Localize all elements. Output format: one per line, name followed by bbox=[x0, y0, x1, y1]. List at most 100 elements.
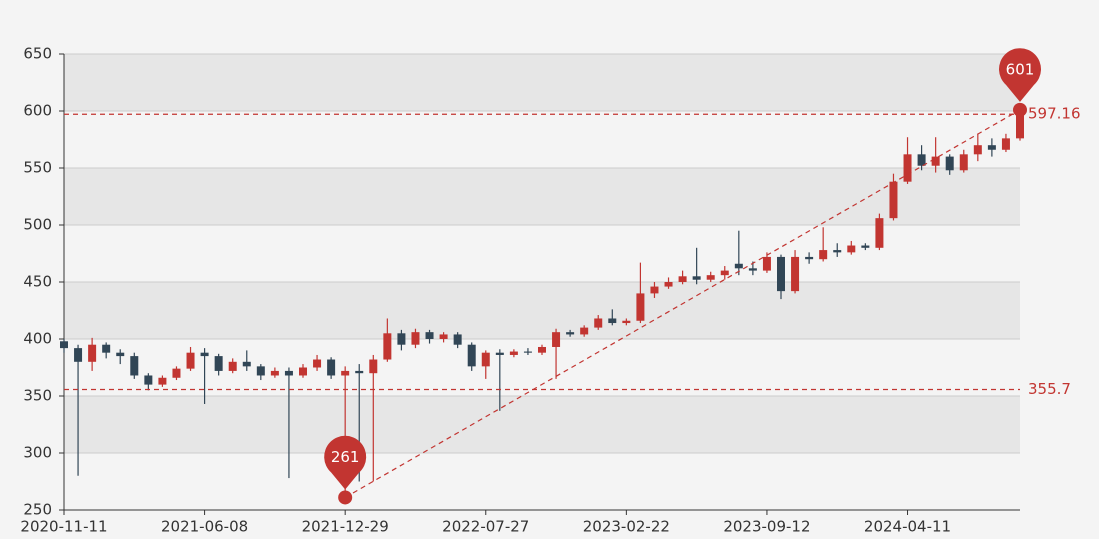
y-tick-label: 250 bbox=[23, 501, 52, 519]
candle-body bbox=[453, 334, 462, 345]
candle-body bbox=[819, 250, 828, 260]
candle-body bbox=[200, 352, 209, 357]
candle-body bbox=[60, 341, 68, 349]
candle-body bbox=[383, 333, 392, 360]
y-tick-label: 350 bbox=[23, 387, 52, 405]
candle-body bbox=[720, 270, 729, 276]
mark-line-label: 597.16 bbox=[1028, 105, 1081, 123]
candle-body bbox=[748, 268, 757, 271]
x-tick-label: 2020-11-11 bbox=[20, 518, 107, 536]
split-area bbox=[64, 111, 1020, 168]
x-tick-label: 2023-09-12 bbox=[723, 518, 810, 536]
candle-body bbox=[270, 370, 279, 376]
y-tick-label: 550 bbox=[23, 159, 52, 177]
candle-body bbox=[777, 256, 785, 292]
mark-point-label: 601 bbox=[1006, 60, 1035, 78]
candle-body bbox=[144, 375, 153, 385]
candle-body bbox=[88, 344, 97, 362]
candle-body bbox=[341, 370, 350, 376]
candle-body bbox=[397, 333, 406, 345]
candle-body bbox=[186, 352, 195, 369]
candle-body bbox=[1016, 114, 1024, 139]
candle-body bbox=[580, 327, 589, 335]
candle-body bbox=[116, 352, 125, 357]
candle-body bbox=[509, 351, 518, 355]
candle-body bbox=[130, 356, 139, 376]
candle-body bbox=[678, 276, 687, 282]
candle-body bbox=[692, 276, 701, 280]
mark-point-pin bbox=[998, 48, 1041, 102]
y-tick-label: 650 bbox=[23, 45, 52, 63]
candle-body bbox=[439, 334, 448, 339]
mark-line-label: 355.7 bbox=[1028, 380, 1071, 398]
y-tick-label: 600 bbox=[23, 102, 52, 120]
candle-body bbox=[931, 156, 940, 166]
candle-body bbox=[861, 245, 870, 248]
split-area bbox=[64, 225, 1020, 282]
candle-body bbox=[425, 332, 434, 339]
x-tick-label: 2021-12-29 bbox=[302, 518, 389, 536]
split-area bbox=[64, 282, 1020, 339]
candle-body bbox=[74, 348, 83, 362]
x-tick-label: 2024-04-11 bbox=[864, 518, 951, 536]
candle-body bbox=[1001, 138, 1010, 150]
candle-body bbox=[706, 275, 715, 280]
split-area bbox=[64, 453, 1020, 510]
mark-point-label: 261 bbox=[331, 448, 360, 466]
split-area bbox=[64, 396, 1020, 453]
candle-body bbox=[608, 318, 617, 324]
candle-body bbox=[242, 361, 251, 367]
candle-body bbox=[172, 368, 181, 378]
candle-body bbox=[313, 359, 322, 368]
candle-body bbox=[495, 352, 504, 355]
split-area bbox=[64, 54, 1020, 111]
candle-body bbox=[481, 352, 490, 367]
candle-body bbox=[594, 318, 603, 328]
candle-body bbox=[256, 366, 265, 376]
mark-point-pin bbox=[324, 435, 367, 490]
candle-body bbox=[875, 218, 884, 248]
candle-body bbox=[355, 370, 364, 374]
candle-body bbox=[566, 332, 575, 335]
candle-body bbox=[650, 286, 659, 294]
mark-point-dot bbox=[1013, 102, 1027, 117]
candle-body bbox=[959, 154, 968, 171]
mark-point-dot bbox=[338, 490, 353, 505]
candle-body bbox=[102, 344, 111, 353]
candle-body bbox=[538, 346, 546, 353]
y-tick-label: 400 bbox=[23, 330, 52, 348]
candle-body bbox=[552, 332, 561, 347]
candle-body bbox=[791, 256, 800, 292]
y-tick-label: 500 bbox=[23, 216, 52, 234]
candle-body bbox=[664, 282, 673, 287]
split-area bbox=[64, 168, 1020, 225]
candle-body bbox=[214, 356, 223, 371]
candle-body bbox=[284, 370, 293, 376]
candle-body bbox=[903, 154, 912, 182]
candle-body bbox=[847, 245, 856, 253]
candle-body bbox=[987, 145, 996, 150]
y-tick-label: 300 bbox=[23, 444, 52, 462]
x-tick-label: 2022-07-27 bbox=[442, 518, 529, 536]
candle-body bbox=[523, 351, 532, 353]
candle-body bbox=[369, 359, 378, 374]
x-tick-label: 2021-06-08 bbox=[161, 518, 248, 536]
candle-body bbox=[889, 181, 898, 219]
candle-body bbox=[805, 256, 814, 260]
candle-body bbox=[945, 156, 954, 171]
x-tick-label: 2023-02-22 bbox=[583, 518, 670, 536]
candle-body bbox=[411, 332, 420, 345]
candle-body bbox=[158, 377, 167, 385]
y-tick-label: 450 bbox=[23, 273, 52, 291]
candle-body bbox=[467, 344, 476, 367]
candle-body bbox=[734, 263, 743, 269]
candle-body bbox=[622, 320, 631, 324]
candle-body bbox=[636, 293, 645, 321]
candle-body bbox=[299, 367, 307, 376]
candle-body bbox=[917, 154, 926, 166]
candle-body bbox=[973, 145, 982, 155]
candle-body bbox=[762, 256, 771, 271]
candle-body bbox=[327, 359, 336, 376]
mark-line-diagonal bbox=[344, 109, 1021, 498]
